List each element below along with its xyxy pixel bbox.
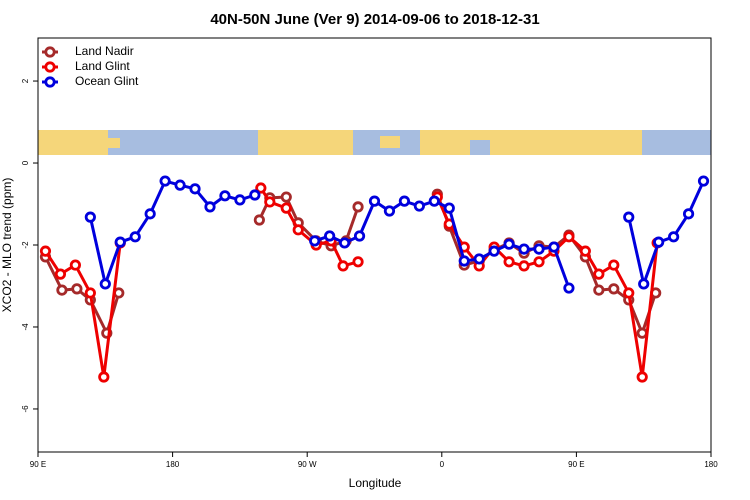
- data-point: [668, 231, 680, 243]
- data-point: [352, 256, 364, 268]
- data-point: [458, 255, 470, 267]
- data-point: [563, 231, 575, 243]
- x-tick-label: 90 E: [568, 460, 584, 469]
- legend-label: Ocean Glint: [75, 74, 139, 88]
- data-point: [368, 195, 381, 207]
- data-point: [144, 208, 156, 220]
- data-point: [249, 189, 261, 201]
- data-point: [608, 259, 620, 271]
- data-point: [69, 259, 81, 271]
- data-point: [253, 214, 265, 226]
- x-axis-label: Longitude: [349, 476, 402, 490]
- data-point: [264, 196, 276, 208]
- data-point: [338, 237, 351, 249]
- x-tick-label: 180: [166, 460, 180, 469]
- data-point: [623, 287, 635, 299]
- data-point: [84, 287, 96, 299]
- data-point: [114, 236, 126, 248]
- data-point: [563, 282, 575, 294]
- data-point: [39, 245, 52, 257]
- data-point: [204, 201, 216, 213]
- data-point: [697, 175, 710, 187]
- data-point: [518, 243, 530, 255]
- series-line: [88, 179, 705, 289]
- data-point: [129, 231, 141, 243]
- data-point: [638, 278, 650, 290]
- data-point: [174, 179, 186, 191]
- y-tick-label: 2: [21, 78, 30, 83]
- data-point: [280, 202, 292, 214]
- data-point: [219, 190, 231, 202]
- data-point: [548, 241, 560, 253]
- data-point: [518, 260, 530, 272]
- data-point: [398, 195, 411, 207]
- data-point: [413, 200, 425, 212]
- data-point: [428, 195, 440, 207]
- map-strip: [38, 130, 711, 155]
- y-tick-label: -2: [21, 241, 30, 249]
- data-point: [533, 256, 545, 268]
- y-tick-label: -4: [21, 323, 30, 331]
- data-point: [309, 235, 321, 247]
- data-point: [623, 211, 635, 223]
- plot-frame: [37, 37, 712, 453]
- data-point: [488, 245, 500, 257]
- data-point: [84, 211, 96, 223]
- data-point: [56, 284, 68, 296]
- x-tick-label: 90 W: [298, 460, 317, 469]
- legend-label: Land Glint: [75, 59, 130, 73]
- legend-marker: [44, 61, 56, 73]
- data-point: [337, 260, 349, 272]
- data-point: [280, 191, 292, 203]
- x-tick-label: 0: [440, 460, 445, 469]
- data-point: [503, 256, 515, 268]
- data-point: [593, 284, 605, 296]
- data-point: [473, 253, 485, 265]
- data-point: [533, 243, 545, 255]
- data-point: [255, 182, 267, 194]
- data-point: [579, 245, 591, 257]
- data-point: [324, 230, 336, 242]
- data-point: [189, 183, 201, 195]
- legend-marker: [44, 46, 56, 58]
- y-axis-label: XCO2 - MLO trend (ppm): [0, 178, 14, 313]
- data-point: [352, 201, 364, 213]
- data-point: [234, 194, 246, 206]
- x-tick-label: 180: [704, 460, 718, 469]
- y-tick-label: -6: [21, 405, 30, 413]
- legend-label: Land Nadir: [75, 44, 134, 58]
- data-point: [503, 238, 515, 250]
- data-point: [636, 327, 648, 339]
- data-point: [54, 268, 67, 280]
- legend-marker: [44, 76, 56, 88]
- data-point: [98, 371, 110, 383]
- x-tick-label: 90 E: [30, 460, 46, 469]
- data-point: [71, 283, 83, 295]
- data-point: [292, 224, 304, 236]
- data-point: [353, 230, 366, 242]
- data-point: [608, 283, 620, 295]
- data-point: [383, 205, 396, 217]
- data-point: [593, 268, 605, 280]
- data-point: [682, 208, 695, 220]
- data-point: [653, 236, 665, 248]
- data-point: [159, 175, 171, 187]
- data-point: [636, 371, 648, 383]
- chart-title: 40N-50N June (Ver 9) 2014-09-06 to 2018-…: [210, 11, 539, 28]
- y-tick-label: 0: [21, 160, 30, 165]
- data-point: [443, 202, 455, 214]
- data-point: [99, 278, 111, 290]
